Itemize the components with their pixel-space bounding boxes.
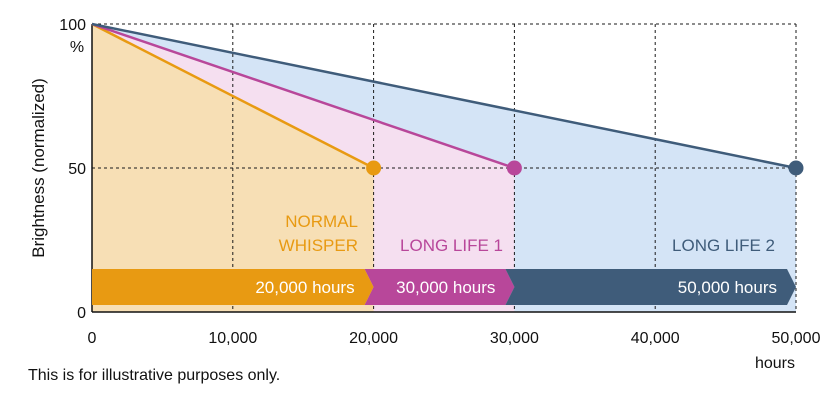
bar-label-2: 30,000 hours — [396, 278, 495, 297]
x-tick-label-4: 40,000 — [631, 330, 680, 347]
bar-label-3: 50,000 hours — [678, 278, 777, 297]
lifetime-bars: 20,000 hours 30,000 hours 50,000 hours — [92, 269, 796, 305]
y-tick-label-0: 0 — [77, 305, 86, 322]
series-fill-areas — [92, 24, 796, 312]
bar-segment-3 — [505, 269, 796, 305]
y-tick-label-1: 50 — [68, 161, 86, 178]
series-label-1: NORMAL WHISPER — [279, 212, 358, 255]
bar-label-1: 20,000 hours — [255, 278, 354, 297]
series-label-3: LONG LIFE 2 — [672, 236, 775, 255]
x-axis-unit-label: hours — [755, 355, 795, 372]
series-end-marker-1 — [366, 160, 382, 176]
y-tick-label-2: 100 — [59, 17, 86, 34]
y-axis-label: Brightness (normalized) — [29, 78, 48, 258]
series-lines — [91, 22, 804, 176]
footnote: This is for illustrative purposes only. — [28, 367, 280, 384]
series-labels: NORMAL WHISPER LONG LIFE 1 LONG LIFE 2 — [279, 212, 775, 255]
x-tick-label-5: 50,000 — [772, 330, 821, 347]
series-label-line: WHISPER — [279, 236, 358, 255]
series-line-1 — [91, 22, 375, 170]
x-tick-label-1: 10,000 — [208, 330, 257, 347]
series-end-marker-2 — [506, 160, 522, 176]
axes — [91, 24, 796, 313]
series-label-line: NORMAL — [285, 212, 358, 231]
series-label-line: LONG LIFE 1 — [400, 236, 503, 255]
series-end-marker-3 — [788, 160, 804, 176]
tick-labels: 0 10,000 20,000 30,000 40,000 50,000 0 50 100 — [59, 17, 820, 347]
series-label-line: LONG LIFE 2 — [672, 236, 775, 255]
series-line-3 — [91, 22, 797, 170]
x-tick-label-2: 20,000 — [349, 330, 398, 347]
bar-segment-1 — [92, 269, 374, 305]
x-tick-label-0: 0 — [88, 330, 97, 347]
bar-segment-2 — [364, 269, 515, 305]
y-top-unit-label: % — [70, 39, 84, 56]
series-line-2 — [91, 22, 515, 170]
x-tick-label-3: 30,000 — [490, 330, 539, 347]
series-label-2: LONG LIFE 1 — [400, 236, 503, 255]
